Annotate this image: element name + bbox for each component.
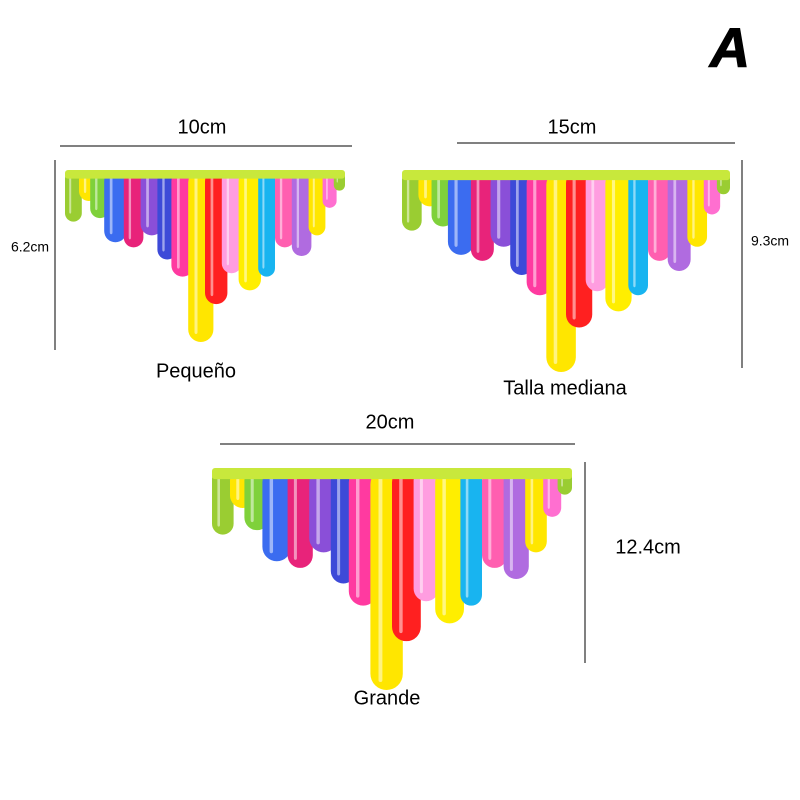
drip-part [413,468,439,602]
drip-part [605,170,632,312]
drip-part [553,176,558,364]
drip-part [275,170,295,248]
drip-part [217,474,220,527]
drip-part [236,474,240,500]
drip-part [291,170,312,256]
drip-part [378,474,383,682]
drip-part [476,176,480,253]
size-name: Pequeño [156,360,236,382]
drip-part [162,176,165,252]
drip-part [262,468,292,562]
drip-part [454,176,458,247]
drip-part [585,170,609,292]
drip-part [326,176,328,200]
drip-part [356,474,360,598]
paint-drip [402,170,730,372]
drip-part [399,474,403,634]
drip-part [221,170,242,274]
drip-part [402,170,730,181]
drip-part [509,474,513,571]
height-label: 9.3cm [751,233,789,249]
drip-part [707,176,710,207]
drip-part [497,176,501,239]
paint-drip [65,170,345,342]
drip-part [591,176,595,284]
drip-part [611,176,616,304]
width-label: 15cm [548,116,597,138]
drip-part [244,176,247,283]
drip-part [238,170,261,291]
drip-part [628,170,648,296]
drip-part [547,474,550,509]
drip-part [687,170,708,247]
drip-part [653,176,657,253]
size-name: Grande [354,687,421,709]
drip-part [465,474,469,598]
drip-part [83,176,87,193]
drip-part [104,170,127,243]
drip-part [437,176,441,219]
drip-part [503,468,529,579]
drip-part [226,176,230,266]
drip-part [337,474,341,576]
drip-part [177,176,180,269]
drip-part [65,170,345,179]
drip-part [435,468,464,624]
height-label: 12.4cm [615,536,681,558]
variant-badge: A [708,16,750,79]
drip-part [633,176,636,288]
drip-part [667,170,691,271]
drip-part [460,468,482,606]
drip-part [293,474,297,560]
drip-part [312,176,315,228]
drip-part [212,468,572,480]
drip-part [533,176,537,288]
width-label: 20cm [366,411,415,433]
size-name: Talla mediana [503,377,627,399]
paint-drip [212,468,572,690]
drip-part [316,474,320,545]
drip-part [269,474,274,554]
drip-part [296,176,300,248]
drip-part [530,474,534,545]
drip-part [572,176,576,320]
drip-part [258,170,275,277]
drip-part [194,176,198,334]
drip-part [673,176,677,263]
drip-part [279,176,283,240]
drip-part [406,176,410,223]
drip-part [123,170,144,248]
drip-part [419,474,423,594]
drip-part [488,474,492,560]
drip-part [287,468,313,568]
drip-part [128,176,132,240]
drip-part [69,176,72,214]
drip-part [692,176,695,239]
drip-part [250,474,254,523]
drip-part [146,176,149,228]
drip-part [95,176,98,211]
drip-part [515,176,519,268]
drip-part [262,176,265,269]
drip-part [210,176,214,297]
drip-part [424,176,427,199]
drip-part [482,468,508,568]
drip-part [447,170,475,255]
drip-part [442,474,446,616]
drip-part [402,170,422,231]
drip-part [648,170,671,261]
height-label: 6.2cm [11,239,49,255]
drip-part [470,170,494,261]
width-label: 10cm [178,116,227,138]
drip-part [109,176,113,235]
